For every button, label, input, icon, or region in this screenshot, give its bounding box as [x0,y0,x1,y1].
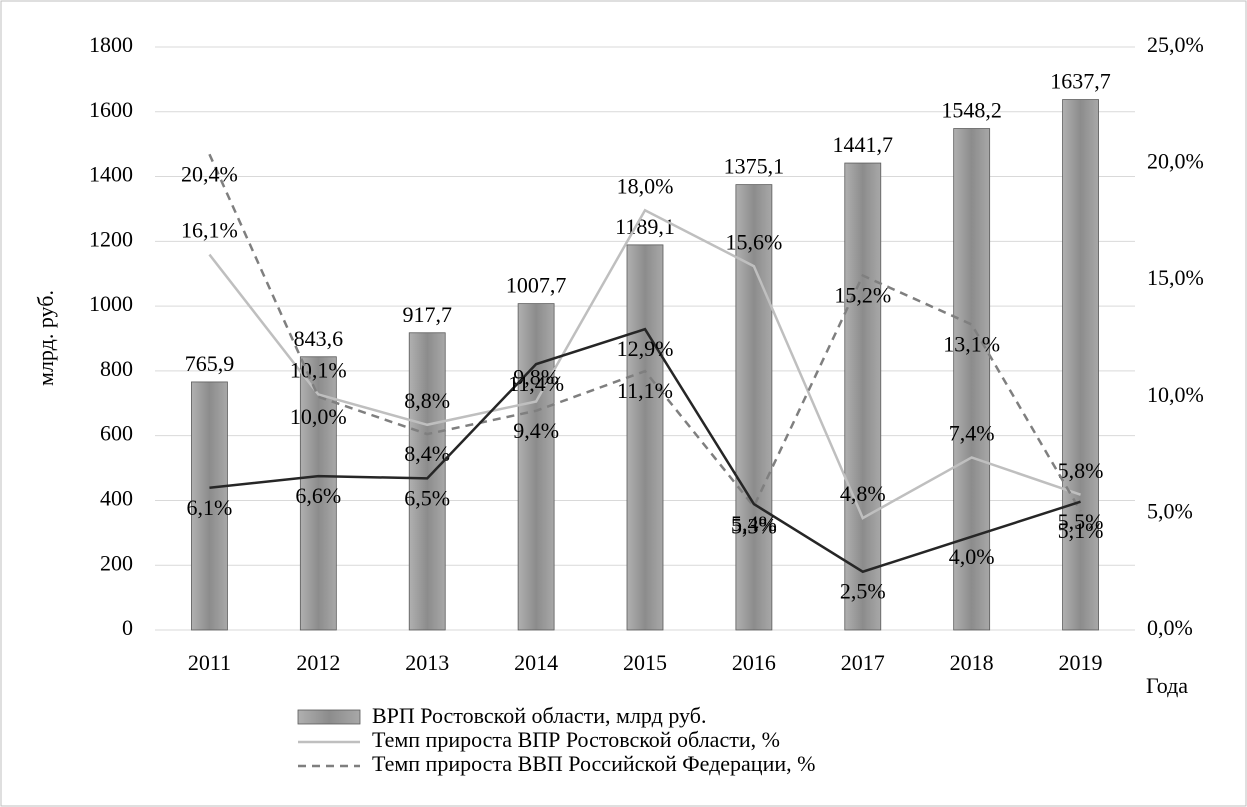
bar-label: 1375,1 [724,154,785,179]
line-label: 4,0% [949,544,995,569]
x-tick-label: 2016 [732,650,776,675]
line [209,327,1081,574]
y-tick-label: 0 [122,615,133,640]
y2-tick-label: 10,0% [1147,382,1204,407]
legend-label: Темп прироста ВПР Ростовской области, % [372,727,780,752]
y-axis-label: млрд. руб. [33,290,58,386]
bar [408,332,446,631]
y-tick-label: 800 [100,356,133,381]
bar-label: 1637,7 [1050,69,1111,94]
bar-label: 843,6 [294,326,344,351]
line-label: 7,4% [949,420,995,445]
line-label: 10,0% [290,404,347,429]
bar [299,356,337,631]
line-label: 5,8% [1058,458,1104,483]
bar [517,303,555,631]
line-label: 20,4% [181,161,238,186]
x-tick-label: 2013 [405,650,449,675]
bar-label: 1548,2 [941,98,1002,123]
line-label: 13,1% [943,332,1000,357]
y-tick-label: 200 [100,550,133,575]
line-label: 9,4% [513,418,559,443]
line-label: 4,8% [840,481,886,506]
y2-tick-label: 5,0% [1147,498,1193,523]
x-tick-label: 2019 [1059,650,1103,675]
bar-label: 1441,7 [833,132,894,157]
y2-tick-label: 0,0% [1147,615,1193,640]
line-label: 8,8% [404,388,450,413]
x-tick-label: 2018 [950,650,994,675]
y-tick-label: 600 [100,421,133,446]
line-label: 2,5% [840,579,886,604]
x-tick-label: 2012 [296,650,340,675]
line-label: 5,4% [731,511,777,536]
x-axis-label: Года [1146,673,1188,698]
x-tick-label: 2014 [514,650,558,675]
y2-tick-label: 20,0% [1147,149,1204,174]
y-tick-label: 1800 [89,32,133,57]
legend-label: Темп прироста ВВП Российской Федерации, … [372,751,815,776]
line-label: 12,9% [617,336,674,361]
line [208,208,1081,520]
bar [1062,99,1099,631]
line [208,153,1082,512]
line-label: 15,2% [834,283,891,308]
line-label: 11,4% [508,371,564,396]
bar [626,244,664,631]
bar-label: 1189,1 [615,214,675,239]
line-label: 6,5% [404,485,450,510]
legend-label: ВРП Ростовской области, млрд руб. [372,703,706,728]
bar [191,381,228,631]
y2-tick-label: 15,0% [1147,265,1204,290]
line-label: 15,6% [725,229,782,254]
line-label: 16,1% [181,218,238,243]
y2-tick-label: 25,0% [1147,32,1204,57]
line-label: 6,1% [187,495,233,520]
bar [953,128,991,631]
line-label: 10,1% [290,358,347,383]
line-label: 18,0% [617,173,674,198]
bar [844,162,882,631]
x-tick-label: 2015 [623,650,667,675]
line-label: 9,8% [513,365,559,390]
x-tick-label: 2017 [841,650,885,675]
y-tick-label: 1200 [89,226,133,251]
line-label: 5,3% [731,513,777,538]
bar-label: 765,9 [185,351,235,376]
y-tick-label: 1600 [89,97,133,122]
line-label: 6,6% [295,483,341,508]
y-tick-label: 400 [100,485,133,510]
legend-swatch [297,709,361,725]
y-tick-label: 1000 [89,291,133,316]
x-tick-label: 2011 [188,650,231,675]
bar-label: 1007,7 [506,273,567,298]
line-label: 5,5% [1058,509,1104,534]
bar-label: 917,7 [402,302,452,327]
line-label: 5,1% [1058,518,1104,543]
y-tick-label: 1400 [89,162,133,187]
line-label: 11,1% [617,378,673,403]
